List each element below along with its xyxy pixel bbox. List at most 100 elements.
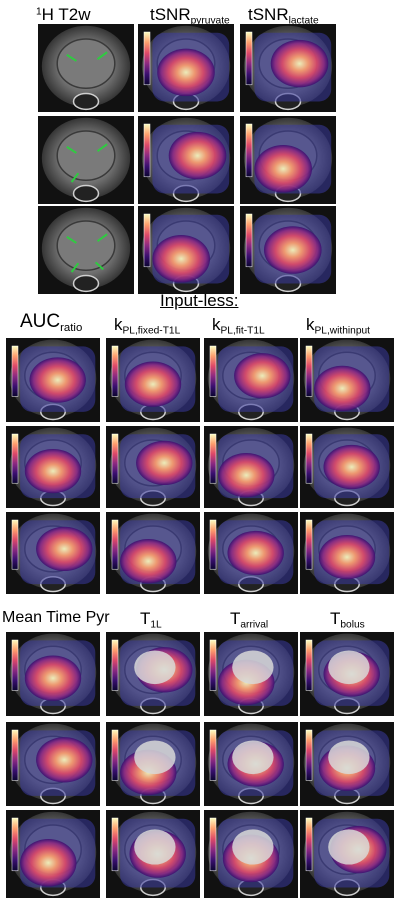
colorbar xyxy=(143,123,151,178)
colorbar xyxy=(111,817,119,872)
header-1h-t2w-main: H T2w xyxy=(41,5,91,24)
tile-s1-r2-c2 xyxy=(138,116,234,204)
colorbar xyxy=(305,345,313,397)
colorbar xyxy=(305,817,313,872)
tile-s3-r2-c3 xyxy=(204,722,298,806)
annotation-arrow xyxy=(96,143,108,153)
colorbar xyxy=(143,31,151,86)
header-t1l-sub: 1L xyxy=(150,619,162,631)
tile-s1-r2-c1 xyxy=(38,116,134,204)
colorbar xyxy=(245,213,253,268)
colorbar xyxy=(209,345,217,397)
annotation-arrow xyxy=(66,145,77,154)
header-kpl-fixed-main: k xyxy=(114,315,123,334)
tile-s2-r2-c3 xyxy=(204,426,298,508)
tile-s2-r2-c4 xyxy=(300,426,394,508)
tile-s3-r3-c1 xyxy=(6,810,100,898)
header-tbolus: Tbolus xyxy=(330,610,365,631)
header-1h-t2w: 1H T2w xyxy=(36,6,90,23)
colorbar xyxy=(11,639,19,691)
annotation-arrow xyxy=(96,233,108,243)
header-kpl-fit-main: k xyxy=(212,315,221,334)
header-tsnr-lactate: tSNRlactate xyxy=(248,6,319,27)
header-t1l: T1L xyxy=(140,610,162,631)
tile-s3-r1-c3 xyxy=(204,632,298,716)
tile-s1-r2-c3 xyxy=(240,116,336,204)
annotation-arrow xyxy=(66,53,77,62)
colorbar xyxy=(209,817,217,872)
tile-s2-r1-c4 xyxy=(300,338,394,422)
annotation-arrow xyxy=(70,262,80,273)
tile-s3-r1-c1 xyxy=(6,632,100,716)
tile-s3-r1-c4 xyxy=(300,632,394,716)
header-tarrival-main: T xyxy=(230,609,241,628)
annotation-arrow xyxy=(66,235,77,244)
header-auc-sub: ratio xyxy=(60,321,83,334)
colorbar xyxy=(11,729,19,781)
header-auc-ratio: AUCratio xyxy=(20,312,82,334)
header-tarrival: Tarrival xyxy=(230,610,268,631)
tile-s2-r1-c1 xyxy=(6,338,100,422)
colorbar xyxy=(305,433,313,484)
tile-s2-r3-c1 xyxy=(6,512,100,594)
tile-s2-r3-c2 xyxy=(106,512,200,594)
tile-s3-r2-c2 xyxy=(106,722,200,806)
colorbar xyxy=(209,729,217,781)
header-tsnr-pyruvate-main: tSNR xyxy=(150,5,191,24)
tile-s2-r3-c3 xyxy=(204,512,298,594)
colorbar xyxy=(11,433,19,484)
header-kpl-withinput-main: k xyxy=(306,315,315,334)
header-t1l-main: T xyxy=(140,609,151,628)
header-tbolus-sub: bolus xyxy=(340,619,365,631)
colorbar xyxy=(11,345,19,397)
annotation-arrow xyxy=(70,172,80,183)
tile-s1-r1-c2 xyxy=(138,24,234,112)
header-kpl-withinput-sub: PL,withinput xyxy=(314,325,371,337)
tile-s1-r3-c3 xyxy=(240,206,336,294)
header-kpl-fit: kPL,fit-T1L xyxy=(212,316,265,337)
tile-s3-r1-c2 xyxy=(106,632,200,716)
group-title-input-less: Input-less: xyxy=(160,291,239,310)
tile-s3-r3-c4 xyxy=(300,810,394,898)
tile-s2-r1-c2 xyxy=(106,338,200,422)
colorbar xyxy=(305,519,313,570)
header-tsnr-lactate-main: tSNR xyxy=(248,5,289,24)
tile-s2-r1-c3 xyxy=(204,338,298,422)
tile-s3-r3-c3 xyxy=(204,810,298,898)
tile-s3-r2-c1 xyxy=(6,722,100,806)
colorbar xyxy=(245,31,253,86)
header-kpl-fixed: kPL,fixed-T1L xyxy=(114,316,180,337)
header-kpl-fixed-sub: PL,fixed-T1L xyxy=(122,325,181,337)
colorbar xyxy=(209,519,217,570)
tile-s2-r2-c1 xyxy=(6,426,100,508)
colorbar xyxy=(209,639,217,691)
colorbar xyxy=(209,433,217,484)
colorbar xyxy=(11,817,19,872)
annotation-arrow xyxy=(94,261,104,271)
header-tsnr-lactate-sub: lactate xyxy=(288,15,319,27)
tile-s1-r3-c1 xyxy=(38,206,134,294)
colorbar xyxy=(111,639,119,691)
header-tsnr-pyruvate: tSNRpyruvate xyxy=(150,6,230,27)
header-kpl-fit-sub: PL,fit-T1L xyxy=(220,325,265,337)
header-auc-main: AUC xyxy=(20,311,61,332)
colorbar xyxy=(111,729,119,781)
header-mean-time-pyr: Mean Time Pyr xyxy=(2,609,110,626)
colorbar xyxy=(111,433,119,484)
header-kpl-withinput: kPL,withinput xyxy=(306,316,370,337)
header-tarrival-sub: arrival xyxy=(240,619,269,631)
tile-s1-r3-c2 xyxy=(138,206,234,294)
header-1h-t2w-sup: 1 xyxy=(36,6,42,18)
colorbar xyxy=(245,123,253,178)
tile-s3-r2-c4 xyxy=(300,722,394,806)
tile-s1-r1-c1 xyxy=(38,24,134,112)
colorbar xyxy=(305,639,313,691)
colorbar xyxy=(111,519,119,570)
tile-s2-r2-c2 xyxy=(106,426,200,508)
colorbar xyxy=(305,729,313,781)
tile-s2-r3-c4 xyxy=(300,512,394,594)
colorbar xyxy=(111,345,119,397)
annotation-arrow xyxy=(96,51,108,61)
colorbar xyxy=(11,519,19,570)
header-tbolus-main: T xyxy=(330,609,341,628)
